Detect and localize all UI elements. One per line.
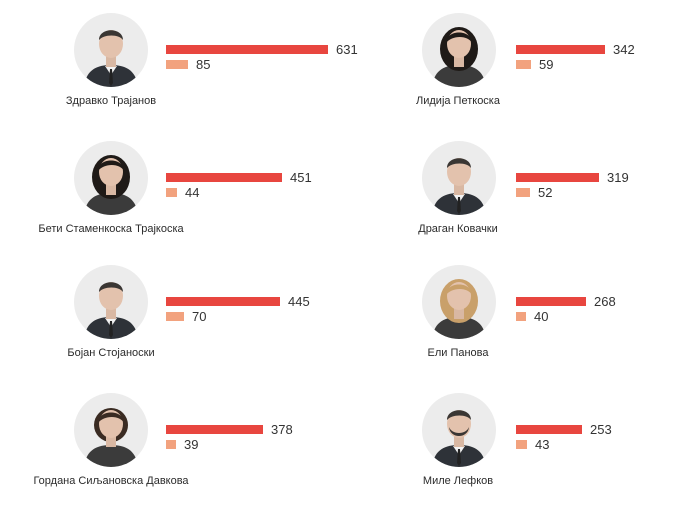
- candidate-card: Здравко Трајанов 631 85: [0, 10, 358, 138]
- bar-primary: [516, 425, 582, 434]
- portrait-photo: [74, 393, 148, 467]
- candidate-name: Лидија Петкоска: [416, 95, 500, 107]
- value-label-secondary: 70: [192, 309, 207, 324]
- bar-secondary: [166, 312, 184, 321]
- portrait-photo: [422, 265, 496, 339]
- value-label-primary: 342: [613, 42, 635, 57]
- value-label-primary: 451: [290, 170, 312, 185]
- candidate-name: Гордана Сиљановска Давкова: [33, 475, 189, 487]
- portrait-photo: [422, 141, 496, 215]
- value-label-secondary: 43: [535, 437, 550, 452]
- portrait-photo: [74, 141, 148, 215]
- bar-secondary: [166, 188, 177, 197]
- value-label-primary: 268: [594, 294, 616, 309]
- value-label-secondary: 44: [185, 185, 200, 200]
- bar-primary: [516, 45, 605, 54]
- value-label-primary: 378: [271, 422, 293, 437]
- bar-secondary: [516, 60, 531, 69]
- bar-primary: [516, 297, 586, 306]
- value-label-secondary: 39: [184, 437, 199, 452]
- bar-secondary: [516, 440, 527, 449]
- candidate-name: Бети Стаменкоска Трајкоска: [38, 223, 184, 235]
- bar-secondary: [166, 440, 176, 449]
- value-label-primary: 631: [336, 42, 358, 57]
- candidate-card: Ели Панова 268 40: [350, 262, 681, 390]
- candidate-name: Здравко Трајанов: [65, 95, 157, 107]
- candidate-card: Лидија Петкоска 342 59: [350, 10, 681, 138]
- portrait-photo: [422, 13, 496, 87]
- candidate-card: Миле Лефков 253 43: [350, 390, 681, 518]
- bar-primary: [166, 45, 328, 54]
- bar-primary: [166, 297, 280, 306]
- value-label-secondary: 40: [534, 309, 549, 324]
- candidate-card: Бојан Стојаноски 445 70: [0, 262, 340, 390]
- portrait-photo: [422, 393, 496, 467]
- bar-primary: [166, 173, 282, 182]
- portrait-photo: [74, 265, 148, 339]
- value-label-primary: 319: [607, 170, 629, 185]
- bar-primary: [166, 425, 263, 434]
- value-label-primary: 445: [288, 294, 310, 309]
- candidate-card: Бети Стаменкоска Трајкоска 451 44: [0, 138, 340, 266]
- value-label-secondary: 52: [538, 185, 553, 200]
- bar-secondary: [516, 312, 526, 321]
- candidate-name: Ели Панова: [427, 347, 489, 359]
- candidate-name: Миле Лефков: [422, 475, 494, 487]
- portrait-photo: [74, 13, 148, 87]
- candidate-name: Драган Ковачки: [418, 223, 498, 235]
- bar-secondary: [516, 188, 530, 197]
- candidate-card: Драган Ковачки 319 52: [350, 138, 681, 266]
- bar-secondary: [166, 60, 188, 69]
- value-label-secondary: 85: [196, 57, 211, 72]
- bar-primary: [516, 173, 599, 182]
- candidate-name: Бојан Стојаноски: [67, 347, 155, 359]
- value-label-secondary: 59: [539, 57, 554, 72]
- candidate-card: Гордана Сиљановска Давкова 378 39: [0, 390, 340, 518]
- value-label-primary: 253: [590, 422, 612, 437]
